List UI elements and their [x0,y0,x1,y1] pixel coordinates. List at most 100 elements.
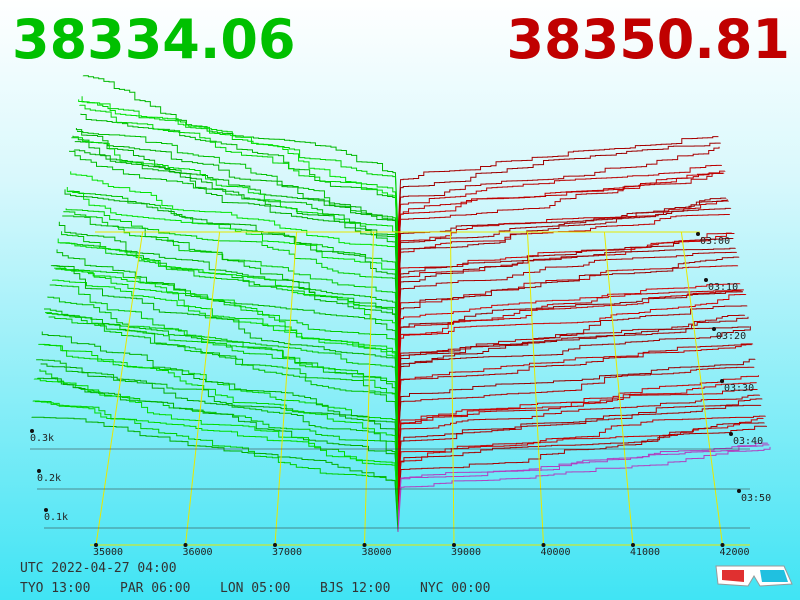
bid-depth-curve [37,377,399,499]
ask-depth-curve [397,172,724,259]
price-grid-line [274,231,298,546]
axis-labels: 35000 36000 37000 38000 39000 40000 41000 42000… [30,232,771,558]
price-tick-dot [94,543,98,547]
ask-depth-curve [397,251,737,339]
ask-depth-curve [397,326,751,419]
volume-tick-dot [30,429,34,433]
price-grid-line [185,231,221,546]
bid-depth-curve [40,363,399,479]
bid-depth-curve [71,137,399,299]
bid-depth-curve [69,150,399,313]
ask-depth-curve [397,237,734,319]
bid-depth-curve [61,231,399,359]
red-lens [722,570,744,582]
price-grid-line [364,231,375,546]
time-zones: TYO 13:00 PAR 06:00 LON 05:00 BJS 12:00 NYC … [20,581,490,596]
zone-time: TYO 13:00 [20,581,90,596]
bid-depth-curve [58,221,399,373]
price-label: 38000 [361,547,391,558]
ask-depth-curve [397,389,758,459]
bid-depth-curve [46,312,399,446]
price-tick-dot [362,543,367,547]
ask-depth-curve [397,294,747,393]
bid-depth-curve [42,344,399,466]
price-grid-line [680,231,723,546]
bid-depth-curve [34,401,399,513]
bid-depth-curve [77,130,399,266]
volume-tick-dot [44,508,48,512]
volume-label: 0.2k [37,473,61,484]
ask-depth-curve [397,425,768,513]
ask-depth-curve [397,265,739,346]
ask-depth-curve [397,305,748,399]
ask-depth-curve [397,422,765,499]
price-label: 37000 [272,547,302,558]
utc-time: UTC 2022-04-27 04:00 [20,561,177,576]
bid-depth-curve [36,359,399,506]
bid-depth-curve [82,75,399,233]
ask-depth-curve [397,343,754,433]
time-label: 03:00 [700,236,730,247]
ask-depth-curve [397,199,728,286]
ask-depth-curve [397,394,761,473]
ask-depth-curve [397,170,726,273]
price-grid-line [526,231,544,546]
bid-depth-curve [53,265,399,406]
ask-depth-curve [397,164,722,253]
bid-depth-curve [78,99,399,259]
price-label: 41000 [630,547,660,558]
price-grid-line [95,231,144,546]
time-label: 03:10 [708,282,738,293]
price-label: 36000 [182,547,212,558]
price-label: 35000 [93,547,123,558]
price-grid-line [603,231,634,546]
price-label: 39000 [451,547,481,558]
time-tick-dot [696,232,700,236]
ask-depth-curve [397,444,770,526]
ask-depth-curve [397,289,744,379]
time-tick-dot [737,489,741,493]
time-tick-dot [704,278,708,282]
bid-depth-curve [50,265,399,419]
zone-time: BJS 12:00 [320,581,390,596]
bid-depth-curve [31,416,399,533]
bid-depth-curve [81,96,399,239]
bid-price: 38334.06 [12,8,296,71]
time-label: 03:20 [716,331,746,342]
ask-depth-curve [397,232,735,326]
price-tick-dot [720,543,725,547]
ask-depth-curve [397,366,755,439]
price-tick-dot [183,543,188,547]
bid-depth-curve [62,215,399,353]
price-tick-dot [541,543,546,547]
ask-depth-curve [397,375,759,466]
bid-depth-curve [49,284,399,426]
bid-depth-curve [33,378,399,519]
bid-depth-curve [47,296,399,439]
ask-depth-curve [397,326,750,413]
zone-time: LON 05:00 [220,581,290,596]
ask-depth-curve [397,136,719,233]
bid-depth-curve [57,238,399,379]
bid-depth-curve [38,343,399,493]
bid-depth-curve [55,268,399,393]
volume-label: 0.3k [30,433,54,444]
ask-depth-curve [397,146,720,239]
price-tick-dot [273,543,277,547]
ask-depth-curve [397,142,721,246]
time-label: 03:50 [741,493,771,504]
bid-depth-curve [65,208,399,333]
bid-depth-curve [70,171,399,306]
ask-depth-curve [397,200,729,293]
zone-time: NYC 00:00 [420,581,490,596]
grid [30,231,750,546]
time-label: 03:30 [724,383,754,394]
price-tick-dot [631,543,635,547]
bid-depth-curve [80,113,399,246]
volume-label: 0.1k [44,512,68,523]
bid-depth-curve [64,189,399,339]
ask-depth-curve [397,314,746,386]
bid-depth-curve [79,104,399,253]
